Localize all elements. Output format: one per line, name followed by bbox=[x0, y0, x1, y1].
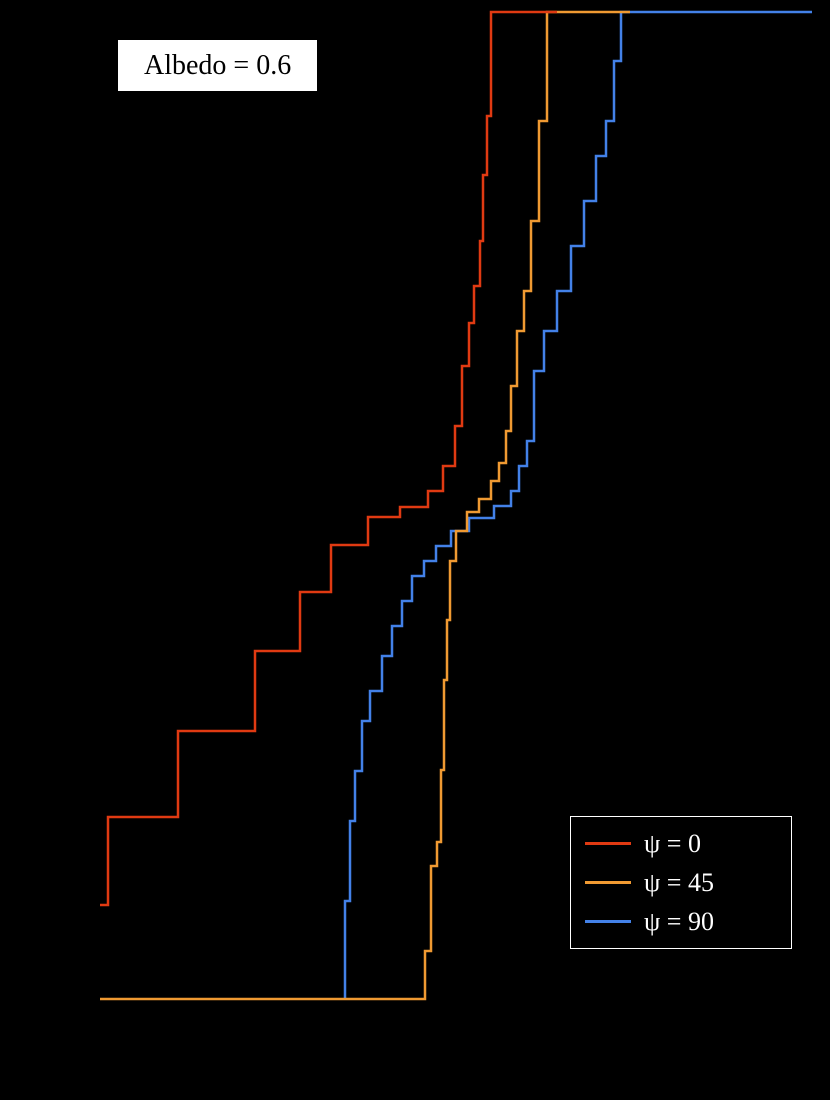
series-psi-90 bbox=[343, 10, 812, 999]
legend-entry: ψ = 90 bbox=[585, 904, 777, 939]
legend-entry-label: ψ = 45 bbox=[644, 867, 714, 897]
legend-line-sample bbox=[585, 920, 631, 923]
series-psi-0 bbox=[100, 10, 557, 907]
legend-line-sample bbox=[585, 881, 631, 884]
legend-entry: ψ = 45 bbox=[585, 865, 777, 900]
legend-entry-label: ψ = 90 bbox=[644, 906, 714, 936]
albedo-annotation: Albedo = 0.6 bbox=[118, 40, 318, 91]
legend-entry-label: ψ = 0 bbox=[644, 828, 701, 858]
legend: ψ = 0 ψ = 45 ψ = 90 bbox=[570, 816, 792, 949]
legend-entry: ψ = 0 bbox=[585, 826, 777, 861]
albedo-annotation-text: Albedo = 0.6 bbox=[144, 50, 292, 81]
legend-line-sample bbox=[585, 842, 631, 845]
series-psi-45 bbox=[100, 10, 630, 1001]
